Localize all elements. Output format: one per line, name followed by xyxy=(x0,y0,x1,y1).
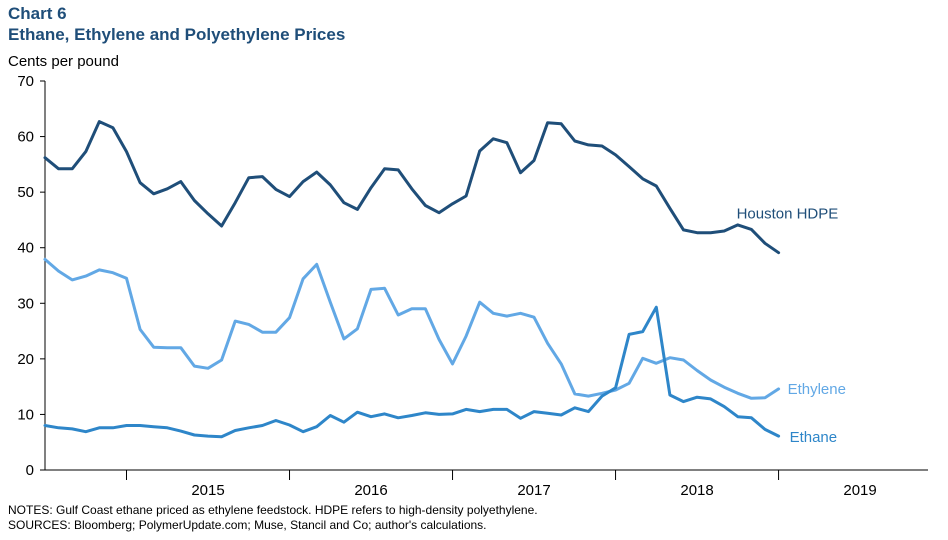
notes-text: NOTES: Gulf Coast ethane priced as ethyl… xyxy=(8,503,538,517)
chart-title: Ethane, Ethylene and Polyethylene Prices xyxy=(8,25,346,44)
series-line-ethane xyxy=(43,305,781,439)
y-tick-label: 20 xyxy=(17,351,34,368)
sources-text: SOURCES: Bloomberg; PolymerUpdate.com; M… xyxy=(8,518,487,532)
title-block: Chart 6 Ethane, Ethylene and Polyethylen… xyxy=(8,3,345,45)
y-tick-label: 40 xyxy=(17,240,34,257)
x-year-label: 2018 xyxy=(680,482,713,499)
series-label-ethylene: Ethylene xyxy=(788,381,846,398)
y-tick-label: 0 xyxy=(26,462,34,479)
y-tick-label: 50 xyxy=(17,184,34,201)
series-line-ethylene xyxy=(43,257,781,400)
series-line-houston-hdpe xyxy=(43,120,781,255)
x-year-label: 2017 xyxy=(517,482,550,499)
x-year-label: 2016 xyxy=(354,482,387,499)
footnotes: NOTES: Gulf Coast ethane priced as ethyl… xyxy=(8,503,538,533)
chart-number: Chart 6 xyxy=(8,4,67,23)
x-year-label: 2015 xyxy=(191,482,224,499)
y-tick-label: 10 xyxy=(17,406,34,423)
series-label-houston-hdpe: Houston HDPE xyxy=(737,206,839,223)
y-axis-unit-label: Cents per pound xyxy=(8,53,119,70)
y-tick-label: 30 xyxy=(17,295,34,312)
x-year-label: 2019 xyxy=(843,482,876,499)
series-label-ethane: Ethane xyxy=(790,429,838,446)
y-tick-label: 60 xyxy=(17,129,34,146)
y-tick-label: 70 xyxy=(17,73,34,90)
